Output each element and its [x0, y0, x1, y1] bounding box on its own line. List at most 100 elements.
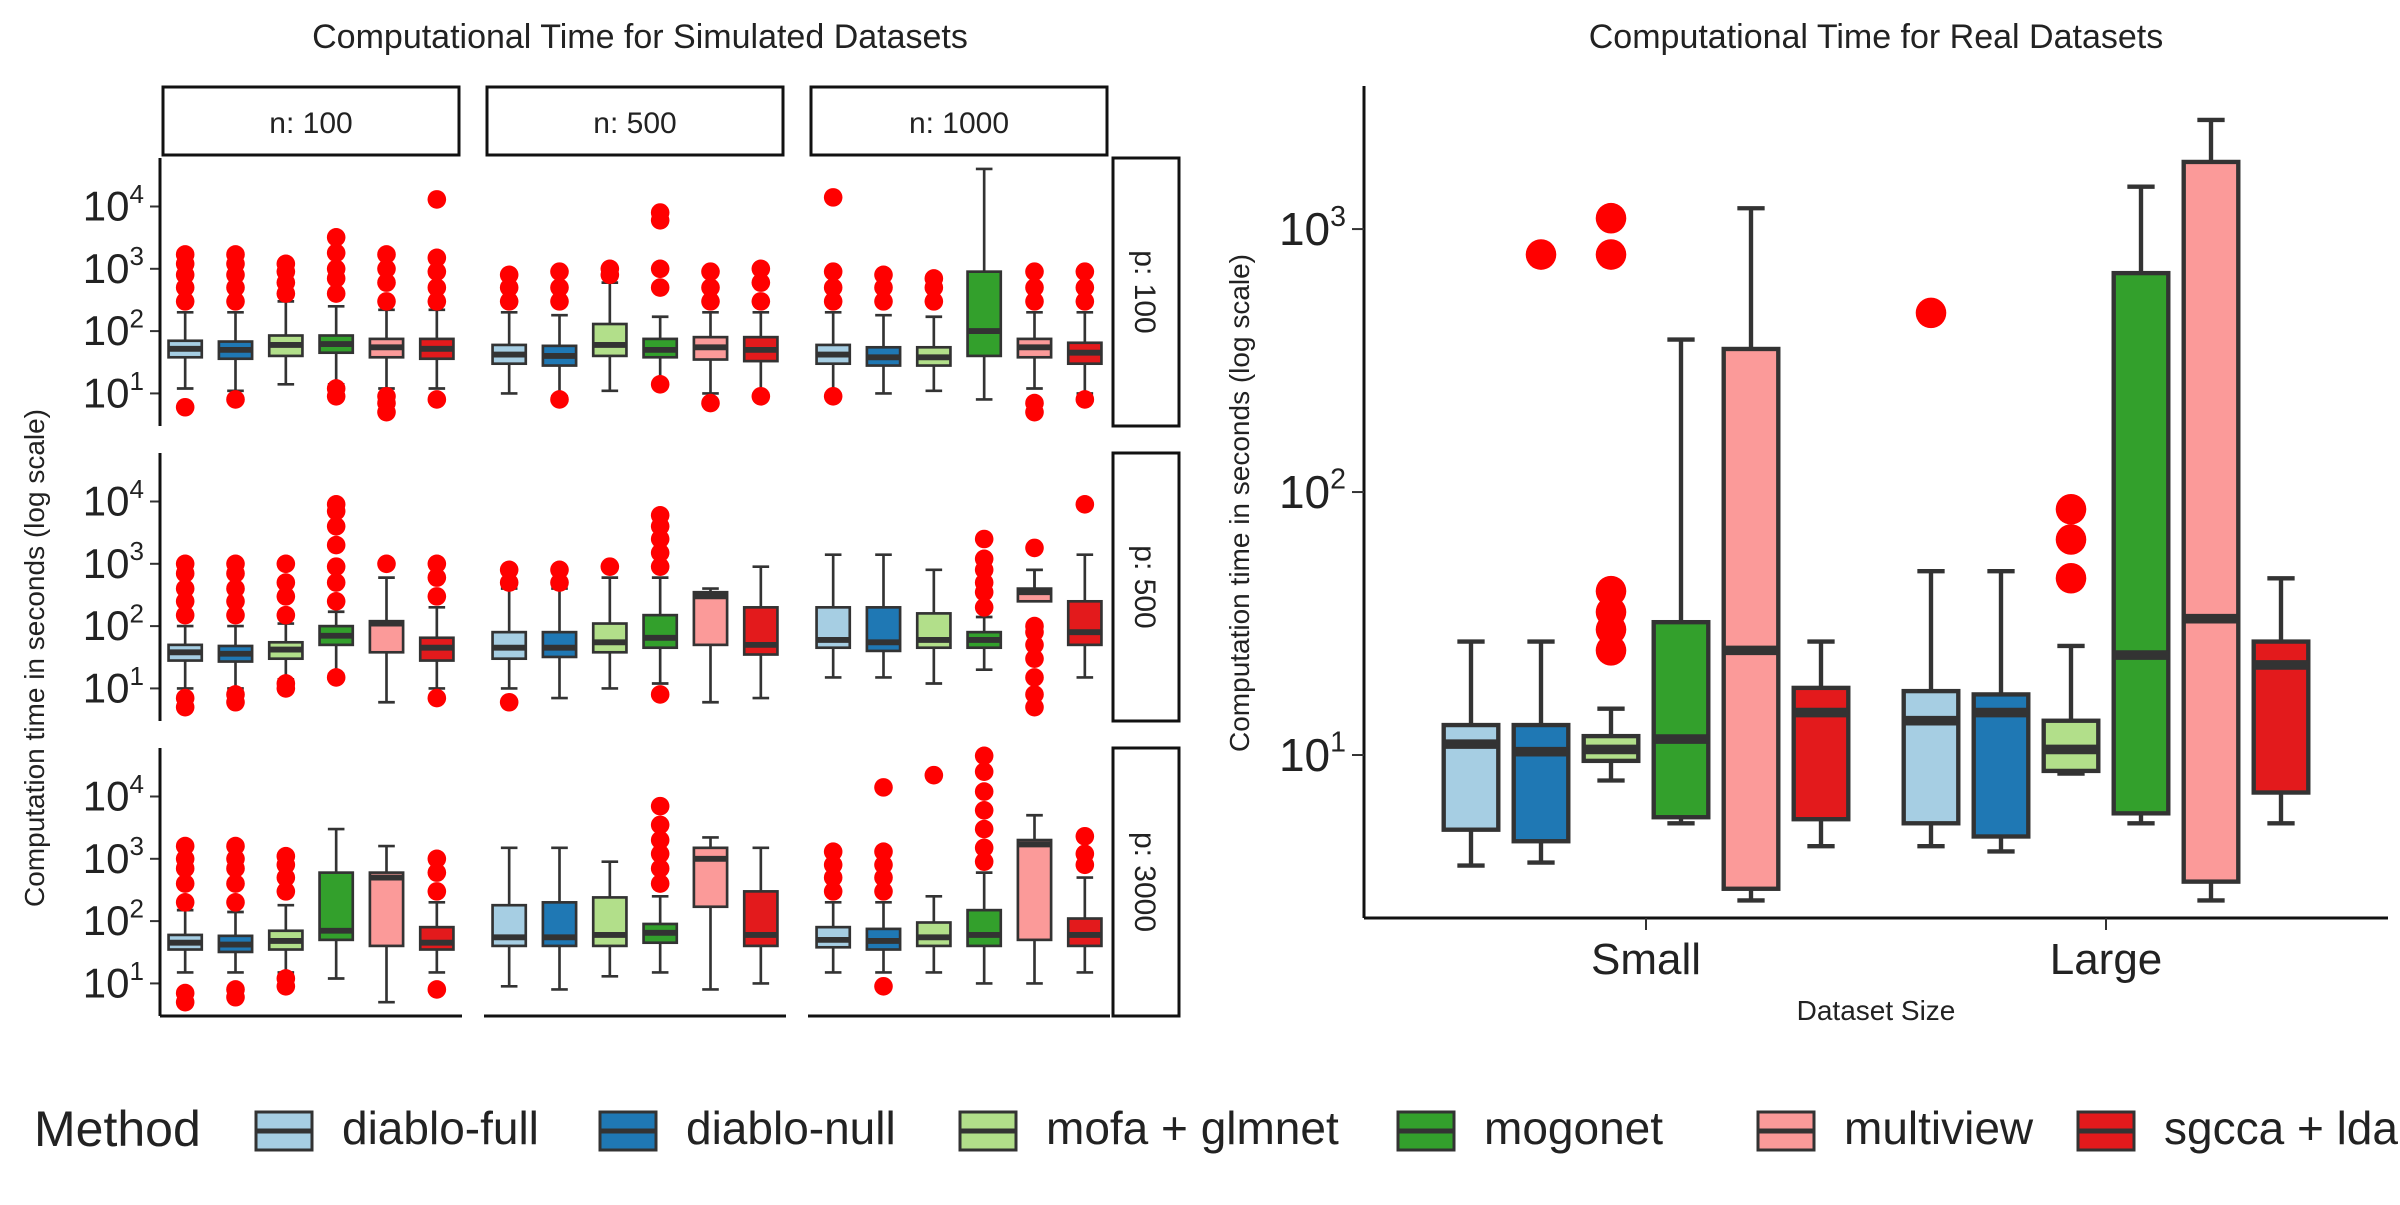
facet-n-1000-p-500-outlier-mogonet-0 [974, 598, 994, 617]
facet-n-1000-p-3000 [815, 746, 1103, 996]
facet-n-500-p-500-outlier-mogonet-2 [650, 543, 670, 563]
facet-n-500-p-100-outlier-mogonet-2 [650, 259, 670, 279]
facet-n-1000-p-3000-outlier-sgcca-lda-2 [1075, 826, 1095, 846]
group-small [1441, 202, 1851, 903]
x-tick-label-large: Large [2050, 935, 2163, 984]
facet-n-100-p-500-outlier-diablo-null-1 [226, 685, 245, 704]
facet-n-500-p-100-outlier-diablo-null-2 [550, 278, 569, 297]
facet-n-500-p-100-outlier-diablo-full-1 [499, 278, 519, 297]
strip-label-n-100: n: 100 [269, 107, 352, 140]
facet-n-1000-p-3000-outlier-mogonet-6 [974, 746, 994, 766]
facet-n-1000-p-500-outlier-multiview-3 [1025, 649, 1044, 668]
facet-n-100-p-100-outlier-diablo-full-0 [175, 397, 195, 417]
facet-n-500-p-100-outlier-diablo-full-0 [499, 292, 519, 311]
group-large-outlier-diablo-full-0 [1915, 297, 1947, 329]
facet-n-1000-p-3000-outlier-mogonet-3 [974, 801, 994, 820]
facet-n-1000-p-3000-outlier-mogonet-4 [974, 782, 994, 801]
group-small-outlier-diablo-null-0 [1525, 239, 1557, 270]
facet-n-500-p-500-outlier-diablo-null-1 [550, 560, 569, 580]
left-y-tick-label-r0-3: 104 [83, 179, 144, 230]
facet-n-100-p-100-outlier-diablo-full-2 [175, 278, 195, 297]
facet-n-100-p-500-outlier-diablo-null-2 [226, 605, 245, 625]
facet-n-1000-p-3000-outlier-diablo-null-3 [874, 855, 893, 875]
left-y-tick-label-r2-0: 101 [83, 956, 144, 1007]
facet-n-1000-p-100-outlier-multiview-3 [1025, 278, 1044, 297]
facet-n-1000-p-500-outlier-mogonet-5 [974, 529, 994, 549]
group-large-box-diablo-full [1901, 688, 1961, 826]
facet-n-100-p-100-outlier-sgcca-lda-0 [427, 390, 447, 409]
facet-n-100-p-500-outlier-sgcca-lda-2 [427, 568, 447, 587]
legend-label-diablo-null: diablo-null [686, 1102, 896, 1154]
right-y-tick-label-0: 101 [1279, 727, 1346, 781]
facet-n-500-p-500-outlier-mogonet-3 [650, 529, 670, 549]
facet-n-500-p-100-outlier-sgcca-lda-1 [751, 292, 771, 311]
facet-n-500-p-100-box-mofa-glmnet [591, 322, 628, 358]
facet-n-1000-p-3000-box-mogonet [966, 908, 1003, 948]
left-y-tick-label-r2-3: 104 [83, 769, 144, 820]
facet-n-500-p-500-outlier-mofa-glmnet-0 [600, 557, 620, 576]
facet-n-500-p-100-outlier-mogonet-0 [650, 375, 670, 394]
facet-n-100-p-500 [167, 495, 455, 717]
legend-title: Method [34, 1101, 201, 1157]
facet-n-500-p-100-outlier-diablo-null-1 [550, 292, 569, 311]
facet-n-100-p-3000-outlier-sgcca-lda-0 [427, 980, 447, 999]
facet-n-100-p-100-outlier-mogonet-1 [326, 379, 346, 398]
facet-n-1000-p-3000-outlier-diablo-full-2 [823, 855, 843, 875]
right-y-tick-label-2: 103 [1279, 201, 1346, 255]
facet-n-1000-p-100-outlier-sgcca-lda-2 [1075, 278, 1095, 297]
facet-n-100-p-3000-outlier-diablo-null-3 [226, 874, 245, 893]
facet-n-1000-p-100-outlier-sgcca-lda-3 [1075, 262, 1095, 281]
legend-label-sgcca-lda: sgcca + lda [2164, 1102, 2398, 1154]
facet-n-100-p-3000-outlier-diablo-full-5 [175, 849, 195, 869]
row-strips: p: 100 p: 500 p: 3000 [1111, 156, 1181, 1018]
facet-n-500-p-100 [491, 203, 779, 413]
facet-n-100-p-100-outlier-diablo-null-5 [226, 245, 245, 264]
facet-n-1000-p-500-outlier-multiview-2 [1025, 668, 1044, 687]
facet-n-500-p-500-box-mofa-glmnet [591, 622, 628, 654]
facet-n-1000-p-100-box-mogonet [966, 270, 1003, 358]
group-large [1901, 117, 2311, 903]
facet-n-1000-p-100-outlier-mofa-glmnet-2 [924, 269, 944, 288]
facet-n-500-p-100-outlier-multiview-2 [701, 278, 720, 297]
facet-n-500-p-500-outlier-diablo-full-2 [499, 560, 519, 580]
strip-box-n-1000 [809, 85, 1109, 157]
facet-n-100-p-3000-outlier-diablo-full-3 [175, 874, 195, 893]
facet-n-1000-p-500-outlier-multiview-6 [1025, 616, 1044, 636]
facet-n-100-p-100 [167, 190, 455, 422]
left-y-axis-label: Computation time in seconds (log scale) [19, 409, 50, 907]
facet-n-100-p-500-outlier-mogonet-2 [326, 573, 346, 592]
facet-n-100-p-3000-outlier-diablo-full-1 [175, 983, 195, 1003]
facet-n-100-p-500-outlier-mogonet-7 [326, 495, 346, 514]
facet-n-100-p-100-outlier-sgcca-lda-1 [427, 292, 447, 311]
facet-n-1000-p-3000-outlier-mogonet-1 [974, 838, 994, 858]
right-boxes [1441, 117, 2311, 903]
facet-n-500-p-500-outlier-mogonet-5 [650, 506, 670, 525]
facet-n-100-p-500-outlier-sgcca-lda-1 [427, 587, 447, 606]
right-y-axis-label: Computation time in seconds (log scale) [1224, 254, 1255, 752]
facet-n-100-p-3000-outlier-diablo-full-6 [175, 836, 195, 856]
facet-n-100-p-500-outlier-mofa-glmnet-2 [276, 605, 296, 625]
facet-n-100-p-500-outlier-mofa-glmnet-4 [276, 573, 296, 592]
strip-label-p-100: p: 100 [1128, 250, 1161, 333]
facet-n-500-p-3000-outlier-mogonet-3 [650, 830, 670, 850]
facet-n-100-p-500-outlier-diablo-null-6 [226, 554, 245, 574]
right-x-axis-label: Dataset Size [1797, 995, 1956, 1026]
facet-n-500-p-3000-outlier-mogonet-1 [650, 859, 670, 878]
facet-n-100-p-100-outlier-sgcca-lda-5 [427, 190, 447, 209]
facet-n-100-p-500-outlier-diablo-full-4 [175, 579, 195, 598]
group-small-outlier-mofa-glmnet-5 [1595, 202, 1627, 234]
facet-n-500-p-100-outlier-sgcca-lda-0 [751, 386, 771, 406]
left-y-tick-label-r2-2: 103 [83, 831, 144, 882]
facet-n-1000-p-500-outlier-multiview-7 [1025, 538, 1044, 558]
facet-n-1000-p-3000-outlier-diablo-full-0 [823, 882, 843, 901]
facet-n-500-p-100-outlier-diablo-full-2 [499, 265, 519, 285]
facet-n-100-p-3000 [167, 827, 455, 1012]
facet-n-1000-p-3000-outlier-diablo-full-3 [823, 842, 843, 861]
facet-n-500-p-100-outlier-multiview-0 [701, 393, 720, 413]
facet-n-1000-p-3000-outlier-mofa-glmnet-0 [924, 765, 944, 785]
facet-n-100-p-100-outlier-multiview-5 [377, 259, 396, 279]
facet-n-100-p-100-outlier-mogonet-6 [326, 228, 346, 247]
facet-n-100-p-3000-outlier-sgcca-lda-2 [427, 863, 447, 882]
